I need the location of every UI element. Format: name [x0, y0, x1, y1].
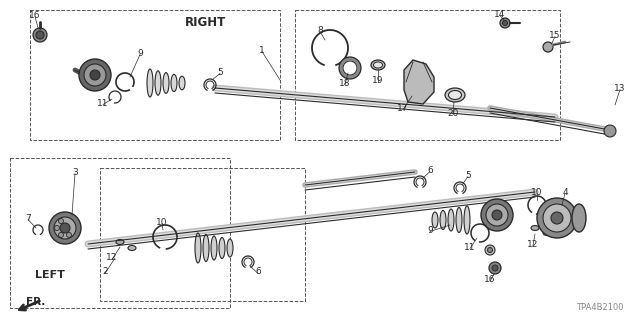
Ellipse shape	[448, 209, 454, 231]
Circle shape	[551, 212, 563, 224]
Circle shape	[343, 61, 357, 75]
Text: 10: 10	[156, 218, 168, 227]
Circle shape	[339, 57, 361, 79]
Text: 1: 1	[259, 45, 265, 54]
Ellipse shape	[171, 75, 177, 92]
Text: 16: 16	[484, 276, 496, 284]
Text: 3: 3	[72, 167, 78, 177]
Circle shape	[485, 245, 495, 255]
Bar	[295, 10, 560, 140]
Text: 12: 12	[106, 253, 118, 262]
Circle shape	[84, 64, 106, 86]
Circle shape	[492, 265, 498, 271]
Ellipse shape	[195, 233, 201, 263]
Circle shape	[36, 31, 44, 39]
Text: 9: 9	[427, 226, 433, 235]
Ellipse shape	[445, 88, 465, 102]
Text: 16: 16	[29, 11, 41, 20]
Circle shape	[543, 204, 571, 232]
Text: 20: 20	[447, 108, 459, 117]
Circle shape	[54, 226, 60, 230]
Text: 13: 13	[614, 84, 626, 92]
Text: FR.: FR.	[26, 297, 45, 307]
Circle shape	[58, 219, 63, 224]
Ellipse shape	[116, 239, 124, 244]
Circle shape	[502, 20, 508, 26]
Text: 14: 14	[494, 10, 506, 19]
Circle shape	[488, 247, 493, 252]
Text: 5: 5	[465, 171, 471, 180]
Text: RIGHT: RIGHT	[184, 15, 226, 28]
Ellipse shape	[531, 226, 539, 230]
Text: LEFT: LEFT	[35, 270, 65, 280]
Circle shape	[33, 28, 47, 42]
Ellipse shape	[371, 60, 385, 70]
Ellipse shape	[163, 73, 169, 93]
Ellipse shape	[128, 245, 136, 251]
Ellipse shape	[211, 236, 217, 260]
Polygon shape	[404, 60, 434, 104]
Circle shape	[58, 232, 63, 237]
Text: 12: 12	[527, 239, 539, 249]
Circle shape	[343, 61, 357, 75]
Text: 10: 10	[531, 188, 543, 196]
Ellipse shape	[572, 204, 586, 232]
Circle shape	[60, 223, 70, 233]
Text: 9: 9	[137, 49, 143, 58]
Ellipse shape	[464, 206, 470, 234]
Circle shape	[49, 212, 81, 244]
Ellipse shape	[440, 211, 446, 229]
Ellipse shape	[432, 212, 438, 228]
Circle shape	[492, 210, 502, 220]
Text: 11: 11	[464, 243, 476, 252]
Text: 2: 2	[102, 268, 108, 276]
Text: 6: 6	[427, 165, 433, 174]
Circle shape	[543, 42, 553, 52]
Circle shape	[537, 198, 577, 238]
Text: 8: 8	[317, 26, 323, 35]
Text: 5: 5	[217, 68, 223, 76]
Text: 19: 19	[372, 76, 384, 84]
Circle shape	[54, 217, 76, 239]
Text: 15: 15	[549, 30, 561, 39]
Bar	[100, 168, 305, 301]
Text: 4: 4	[562, 188, 568, 196]
Circle shape	[67, 232, 72, 237]
Ellipse shape	[456, 207, 462, 233]
Ellipse shape	[543, 230, 551, 236]
Circle shape	[90, 70, 100, 80]
Ellipse shape	[203, 235, 209, 261]
Text: 7: 7	[25, 213, 31, 222]
Ellipse shape	[227, 239, 233, 257]
Ellipse shape	[449, 91, 461, 100]
Ellipse shape	[155, 71, 161, 95]
Text: TPA4B2100: TPA4B2100	[576, 303, 624, 313]
Bar	[10, 158, 230, 308]
Text: 18: 18	[339, 78, 351, 87]
Circle shape	[79, 59, 111, 91]
Ellipse shape	[219, 237, 225, 259]
Ellipse shape	[179, 76, 185, 90]
Circle shape	[486, 204, 508, 226]
Bar	[30, 10, 280, 140]
Text: 11: 11	[97, 99, 109, 108]
Ellipse shape	[147, 69, 153, 97]
Circle shape	[489, 262, 501, 274]
Text: 17: 17	[397, 103, 409, 113]
Circle shape	[604, 125, 616, 137]
Circle shape	[500, 18, 510, 28]
Text: 6: 6	[255, 268, 261, 276]
Circle shape	[481, 199, 513, 231]
Ellipse shape	[374, 62, 383, 68]
